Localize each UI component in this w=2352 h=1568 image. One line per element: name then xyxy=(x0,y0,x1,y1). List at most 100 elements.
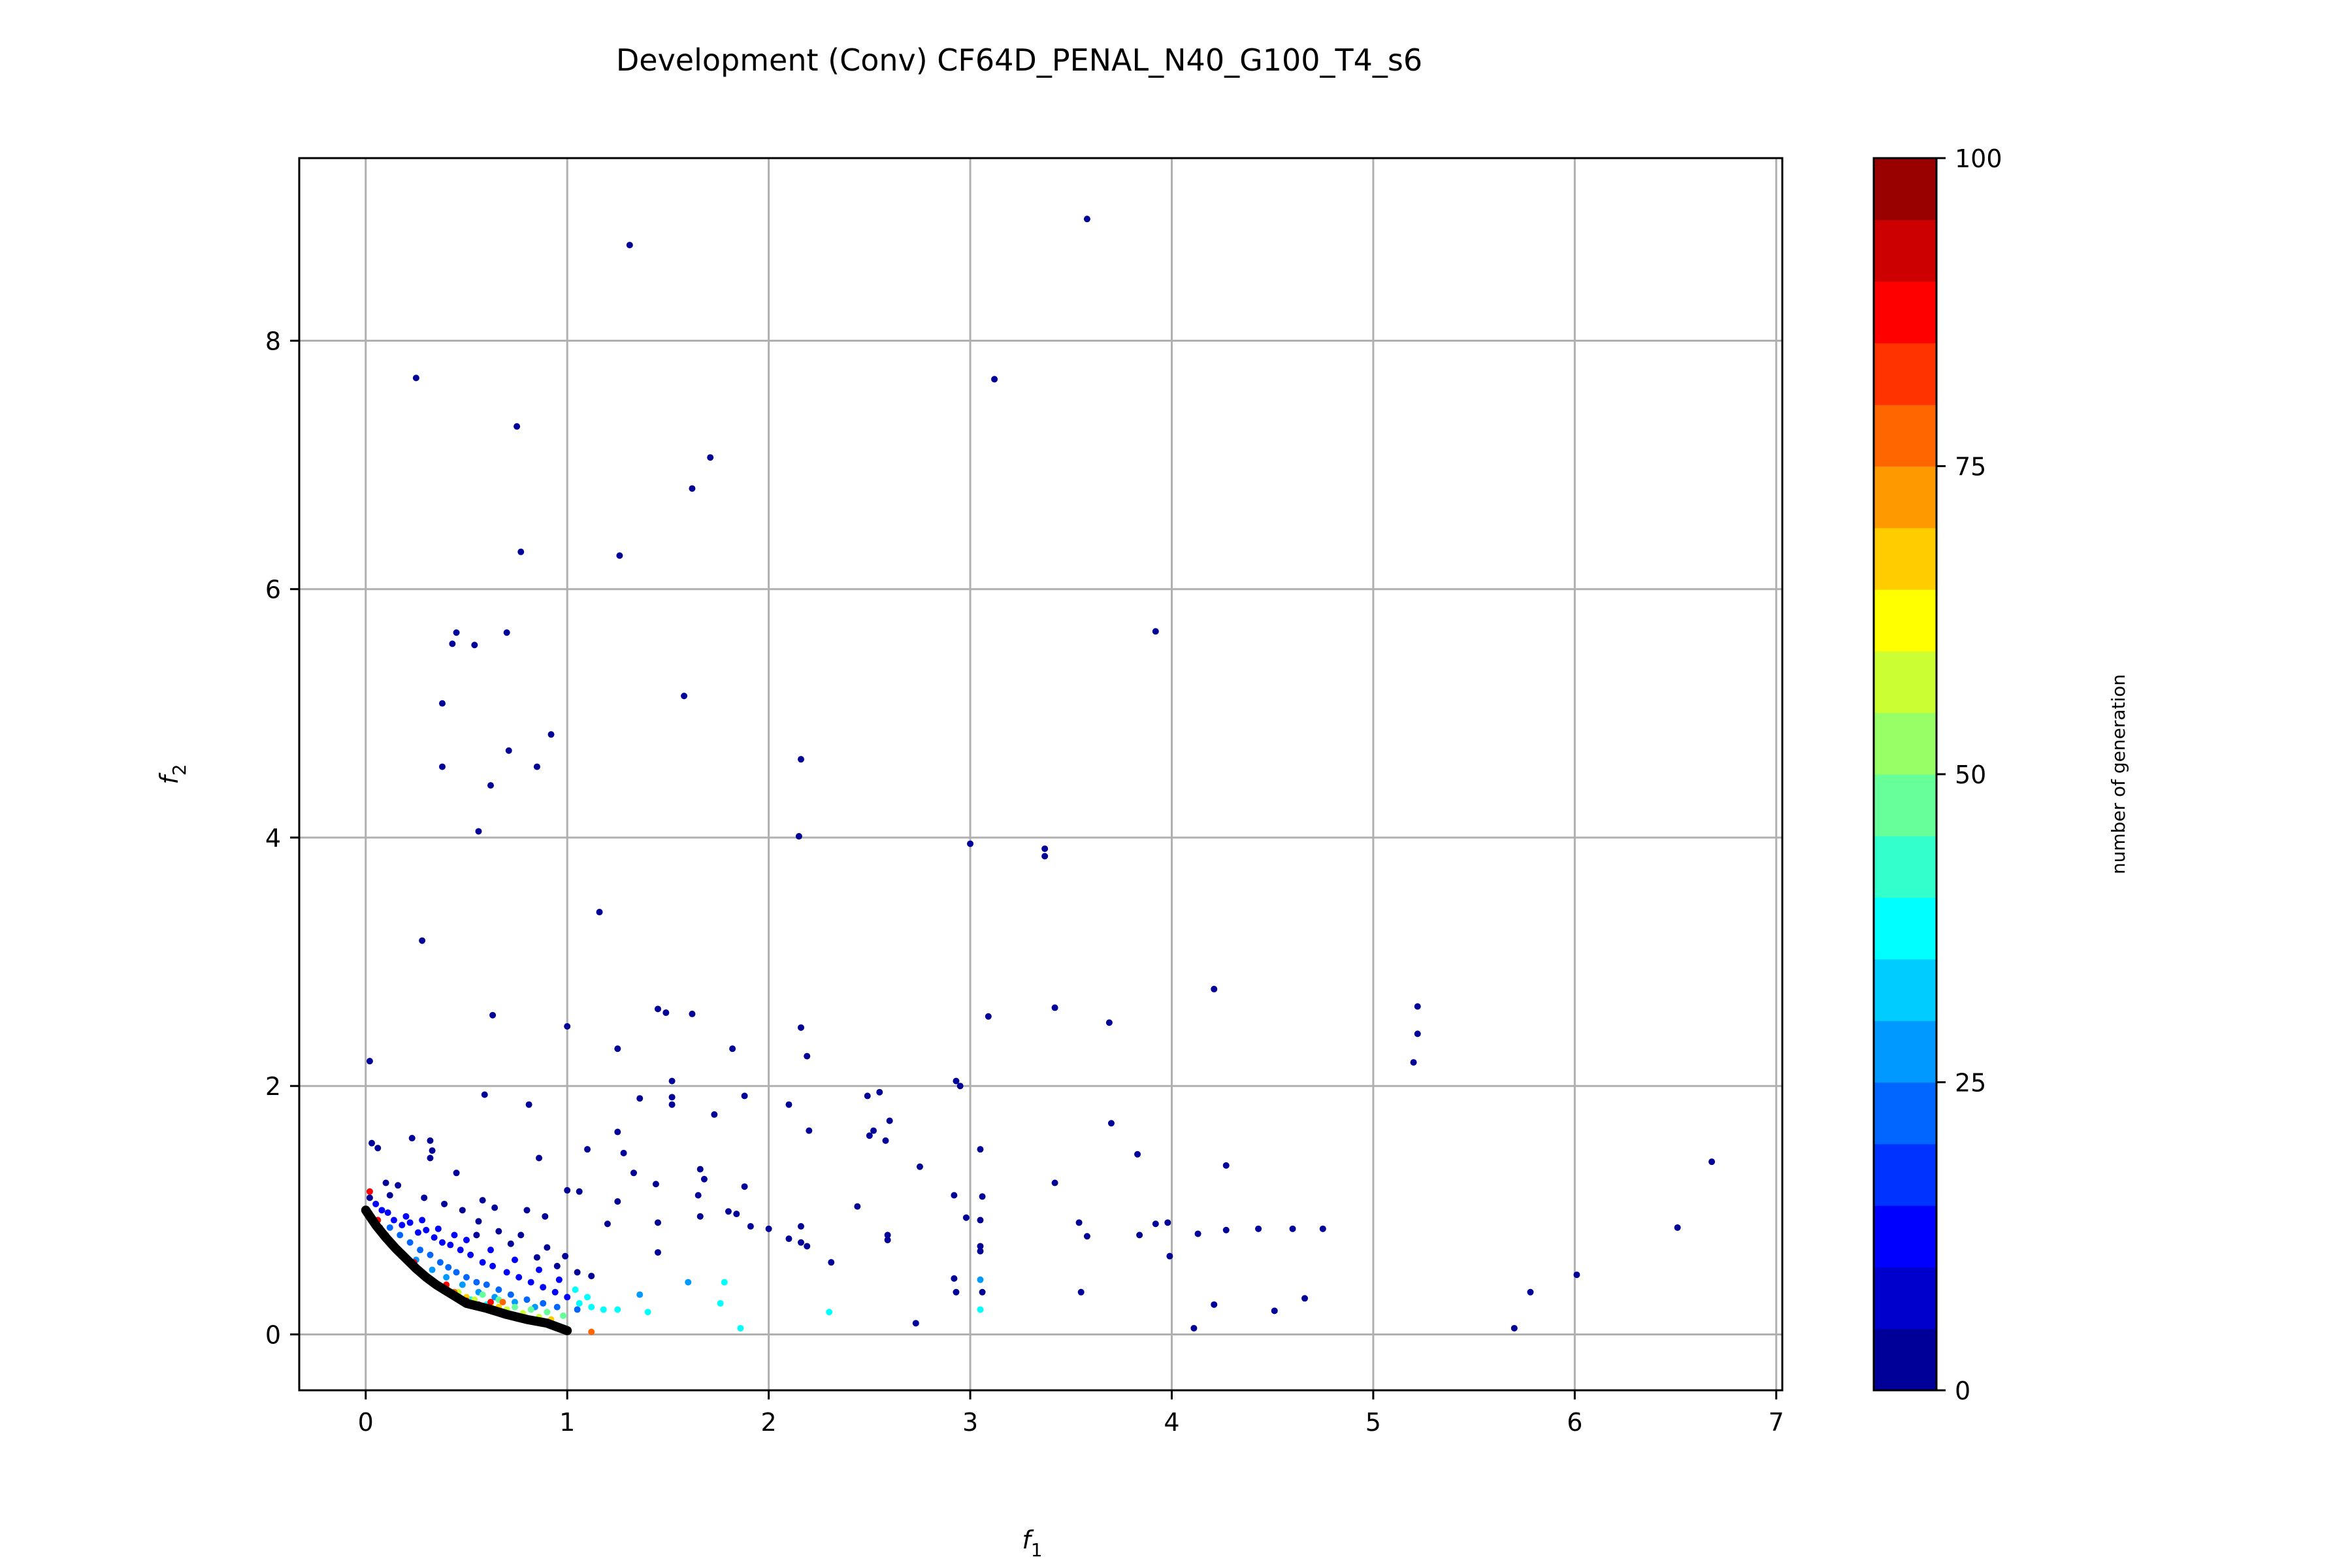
scatter-point xyxy=(544,1309,551,1316)
scatter-point xyxy=(1152,628,1159,635)
colorbar-segment xyxy=(1874,1205,1936,1267)
scatter-point xyxy=(797,756,804,763)
scatter-point xyxy=(884,1232,891,1239)
chart-title: Development (Conv) CF64D_PENAL_N40_G100_… xyxy=(616,42,1422,78)
scatter-point xyxy=(654,1005,661,1013)
scatter-point xyxy=(826,1309,833,1316)
scatter-point xyxy=(564,1294,571,1301)
scatter-point xyxy=(600,1306,607,1313)
scatter-point xyxy=(451,1232,458,1239)
scatter-point xyxy=(551,1288,559,1296)
scatter-point xyxy=(507,1291,514,1298)
colorbar-segment xyxy=(1874,281,1936,344)
colorbar-tick-label: 0 xyxy=(1955,1377,1970,1405)
scatter-point xyxy=(696,1213,704,1220)
scatter-point xyxy=(1674,1224,1681,1231)
scatter-point xyxy=(479,1197,486,1204)
scatter-point xyxy=(517,1232,525,1239)
scatter-point xyxy=(1211,1301,1218,1308)
scatter-point xyxy=(614,1045,621,1053)
scatter-point xyxy=(854,1203,861,1210)
scatter-point xyxy=(431,1234,438,1241)
scatter-point xyxy=(614,1128,621,1135)
scatter-point xyxy=(483,1281,490,1288)
scatter-point xyxy=(574,1306,581,1313)
scatter-point xyxy=(515,1273,523,1281)
scatter-point xyxy=(1414,1003,1421,1010)
scatter-point xyxy=(876,1088,883,1096)
scatter-point xyxy=(916,1163,923,1170)
plot-frame xyxy=(298,157,1784,1392)
front-series-line xyxy=(361,1205,572,1335)
scatter-point xyxy=(553,1303,561,1311)
scatter-point xyxy=(685,1279,692,1286)
scatter-point xyxy=(507,1240,514,1247)
scatter-point xyxy=(384,1209,391,1217)
scatter-point xyxy=(489,1262,497,1269)
colorbar-segment xyxy=(1874,466,1936,529)
colorbar-segment xyxy=(1874,897,1936,960)
scatter-point xyxy=(459,1207,466,1214)
scatter-point xyxy=(473,1279,480,1286)
scatter-point xyxy=(795,833,802,840)
scatter-point xyxy=(438,1239,446,1246)
colorbar-segment xyxy=(1874,712,1936,775)
scatter-point xyxy=(491,1204,498,1211)
scatter-point xyxy=(806,1127,813,1134)
scatter-point xyxy=(427,1137,434,1144)
scatter-point xyxy=(864,1092,871,1100)
colorbar-ticks: 0 25 50 75 100 xyxy=(1936,144,2002,1405)
scatter-point xyxy=(378,1207,385,1214)
scatter-point xyxy=(797,1239,804,1246)
scatter-point xyxy=(505,747,512,754)
y-axis-label-sub: 2 xyxy=(169,764,190,776)
scatter-point xyxy=(797,1223,804,1230)
colorbar-segment xyxy=(1874,958,1936,1021)
scatter-point xyxy=(463,1236,470,1243)
scatter-point xyxy=(436,1259,444,1266)
colorbar-label: number of generation xyxy=(2108,674,2129,874)
scatter-point xyxy=(1134,1151,1141,1158)
x-tick-label: 4 xyxy=(1164,1408,1179,1437)
scatter-point xyxy=(453,629,460,636)
scatter-point xyxy=(1289,1225,1296,1232)
colorbar-tick-label: 100 xyxy=(1955,144,2002,173)
scatter-point xyxy=(429,1147,436,1154)
scatter-point xyxy=(668,1101,676,1108)
scatter-point xyxy=(584,1146,591,1153)
scatter-point xyxy=(463,1273,470,1281)
scatter-point xyxy=(459,1281,466,1288)
scatter-point xyxy=(495,1228,502,1235)
scatter-point xyxy=(951,1192,958,1199)
scatter-point xyxy=(576,1188,583,1195)
scatter-point xyxy=(1319,1225,1326,1232)
scatter-point xyxy=(527,1306,534,1313)
scatter-point xyxy=(1301,1295,1309,1302)
scatter-point xyxy=(555,1276,563,1283)
scatter-point xyxy=(977,1243,984,1250)
scatter-point xyxy=(979,1193,986,1200)
scatter-point xyxy=(729,1045,736,1053)
scatter-point xyxy=(962,1214,970,1221)
scatter-point xyxy=(536,1154,543,1162)
scatter-point xyxy=(576,1299,583,1307)
scatter-point xyxy=(985,1013,992,1020)
x-tick-label: 1 xyxy=(559,1408,575,1437)
scatter-point xyxy=(694,1192,702,1199)
scatter-point xyxy=(725,1208,732,1215)
colorbar-tick-label: 25 xyxy=(1955,1069,1986,1098)
scatter-point xyxy=(517,548,525,555)
scatter-point xyxy=(540,1284,547,1291)
scatter-point xyxy=(495,1286,502,1294)
colorbar-tick-label: 75 xyxy=(1955,453,1986,482)
scatter-point xyxy=(604,1220,611,1228)
scatter-point xyxy=(564,1022,571,1030)
scatter-point xyxy=(711,1111,718,1118)
scatter-point xyxy=(499,1299,506,1306)
scatter-point xyxy=(562,1252,569,1260)
scatter-point xyxy=(572,1286,579,1294)
scatter-point xyxy=(427,1154,434,1162)
colorbar-segment xyxy=(1874,651,1936,713)
scatter-point xyxy=(884,1236,891,1243)
